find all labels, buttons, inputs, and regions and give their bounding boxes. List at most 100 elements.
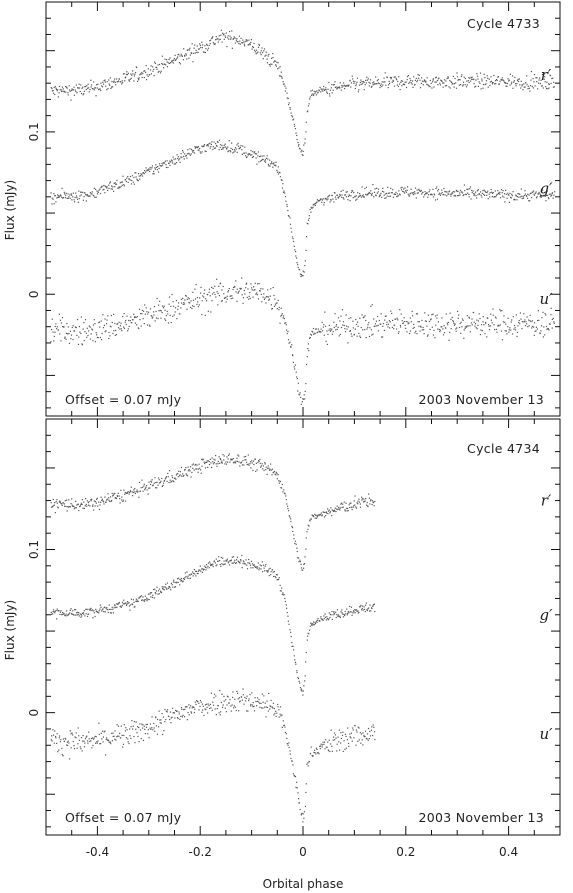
data-point: [366, 328, 368, 330]
data-point: [315, 620, 317, 622]
data-point: [471, 324, 473, 326]
data-point: [131, 74, 133, 76]
data-point: [329, 330, 332, 332]
data-point: [345, 735, 347, 737]
data-point: [515, 314, 517, 316]
data-point: [240, 461, 243, 463]
data-point: [70, 89, 73, 92]
data-point: [406, 79, 408, 81]
data-point: [338, 506, 340, 509]
data-point: [187, 575, 189, 577]
data-point: [373, 505, 375, 507]
panel-cycle-4733: 00.1 Cycle 4733 Offset = 0.07 mJy 2003 N…: [3, 1, 561, 417]
data-point: [381, 196, 383, 198]
data-point: [527, 326, 529, 328]
data-point: [273, 294, 275, 297]
data-point: [428, 85, 430, 87]
data-point: [440, 79, 442, 81]
data-point: [132, 495, 134, 497]
data-point: [165, 710, 167, 712]
data-point: [206, 460, 208, 462]
data-point: [508, 329, 510, 331]
data-point: [354, 81, 356, 83]
data-point: [201, 711, 203, 713]
data-point: [209, 142, 211, 144]
data-point: [238, 697, 241, 699]
data-point: [273, 707, 275, 710]
data-point: [170, 159, 173, 161]
data-point: [310, 334, 313, 336]
data-point: [239, 701, 241, 703]
data-point: [357, 91, 359, 93]
data-point: [72, 740, 74, 743]
data-point: [248, 298, 250, 300]
data-point: [80, 737, 83, 739]
data-point: [261, 159, 263, 161]
data-point: [270, 57, 273, 59]
data-point: [515, 195, 517, 197]
data-point: [180, 715, 182, 717]
data-point: [487, 190, 489, 192]
data-point: [230, 458, 232, 460]
data-point: [359, 503, 361, 505]
data-point: [250, 150, 252, 152]
data-point: [201, 313, 203, 316]
data-point: [186, 308, 188, 310]
data-point: [128, 602, 130, 604]
data-point: [194, 573, 196, 575]
data-point: [160, 480, 162, 482]
data-point: [242, 560, 244, 562]
data-point: [256, 163, 258, 165]
data-point: [423, 329, 425, 331]
data-point: [318, 199, 320, 202]
data-point: [68, 613, 70, 615]
data-point: [392, 196, 395, 198]
data-point: [129, 609, 131, 611]
data-point: [472, 78, 474, 81]
data-point: [532, 190, 535, 192]
data-point: [385, 197, 387, 199]
data-point: [368, 322, 370, 324]
data-point: [313, 90, 315, 93]
data-point: [427, 196, 429, 198]
data-point: [183, 155, 185, 158]
data-point: [282, 81, 284, 83]
data-point: [286, 97, 288, 99]
data-point: [461, 74, 463, 76]
data-point: [71, 732, 73, 734]
data-point: [363, 196, 365, 198]
data-point: [242, 563, 244, 565]
data-point: [142, 310, 145, 312]
data-point: [356, 502, 358, 504]
data-point: [159, 591, 162, 593]
data-point: [334, 739, 336, 741]
data-point: [133, 720, 135, 723]
data-point: [543, 78, 545, 80]
data-point: [316, 619, 318, 621]
data-point: [457, 190, 459, 193]
data-point: [67, 326, 69, 328]
data-point: [296, 376, 298, 378]
data-point: [222, 148, 224, 150]
data-point: [352, 506, 354, 508]
data-point: [393, 76, 395, 78]
data-point: [305, 363, 308, 366]
data-point: [159, 309, 161, 312]
data-point: [356, 731, 358, 733]
data-point: [207, 143, 209, 146]
data-point: [256, 566, 258, 568]
data-point: [252, 155, 255, 158]
data-point: [178, 53, 180, 55]
data-point: [344, 331, 347, 333]
data-point: [178, 711, 180, 713]
data-point: [302, 270, 304, 272]
data-point: [238, 561, 241, 564]
data-point: [368, 738, 370, 740]
data-point: [159, 481, 161, 484]
data-point: [504, 330, 506, 332]
data-point: [527, 88, 529, 90]
data-point: [121, 734, 123, 737]
data-point: [275, 577, 277, 579]
data-point: [73, 86, 75, 88]
data-point: [268, 53, 270, 56]
